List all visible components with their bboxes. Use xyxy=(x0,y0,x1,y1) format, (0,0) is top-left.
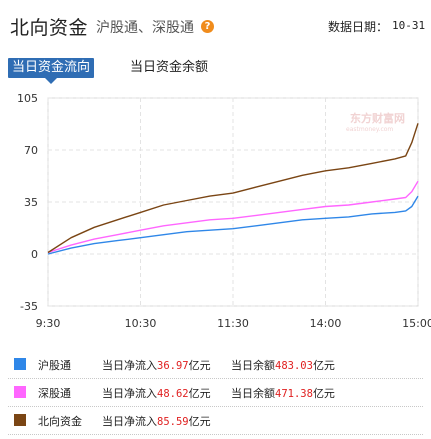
flow-value: 36.97 xyxy=(157,360,189,372)
legend-divider xyxy=(8,434,423,435)
chart-series xyxy=(47,123,419,255)
y-tick-label: 105 xyxy=(17,92,38,105)
flow-unit: 亿元 xyxy=(188,415,211,428)
x-tick-label: 9:30 xyxy=(36,317,61,330)
flow-label: 当日净流入 xyxy=(102,359,157,372)
balance-unit: 亿元 xyxy=(312,359,335,372)
legend-divider xyxy=(8,406,423,407)
legend-name-north: 北向资金 xyxy=(38,415,82,428)
page-subtitle: 沪股通、深股通 xyxy=(96,20,194,36)
header: 北向资金 沪股通、深股通 ? 数据日期： 10-31 xyxy=(0,0,431,44)
legend-flow-north: 当日净流入85.59亿元 xyxy=(102,413,211,429)
y-tick-label: 35 xyxy=(24,196,38,209)
legend-flow-sgt: 当日净流入48.62亿元 xyxy=(102,385,211,401)
x-tick-label: 15:00 xyxy=(402,317,431,330)
balance-label: 当日余额 xyxy=(231,359,275,372)
balance-label: 当日余额 xyxy=(231,387,275,400)
chart-axes: 105 70 35 0 -35 9:30 10:30 11:30 14:00 15:00 xyxy=(17,92,431,330)
x-tick-label: 11:30 xyxy=(217,317,249,330)
x-tick-label: 10:30 xyxy=(125,317,157,330)
legend-row-sgt: 深股通 当日净流入48.62亿元 当日余额471.38亿元 xyxy=(0,380,431,406)
flow-unit: 亿元 xyxy=(188,387,211,400)
legend-divider xyxy=(8,378,423,379)
legend-swatch-hgt xyxy=(14,358,26,370)
series-line-2 xyxy=(47,123,419,254)
flow-chart: 东方财富网 eastmoney.com 105 70 35 0 -35 9:30 10:30… xyxy=(17,92,431,330)
series-line-1 xyxy=(47,180,419,254)
flow-label: 当日净流入 xyxy=(102,387,157,400)
date-value: 10-31 xyxy=(392,19,426,32)
flow-value: 48.62 xyxy=(157,388,189,400)
legend-name-hgt: 沪股通 xyxy=(38,359,71,372)
legend-balance-sgt: 当日余额471.38亿元 xyxy=(231,385,335,401)
legend-name-sgt: 深股通 xyxy=(38,387,71,400)
watermark-en: eastmoney.com xyxy=(346,126,393,133)
help-icon[interactable]: ? xyxy=(201,20,214,33)
chart-grid xyxy=(47,97,419,307)
legend-balance-hgt: 当日余额483.03亿元 xyxy=(231,357,335,373)
y-tick-label: -35 xyxy=(20,300,38,313)
legend-swatch-sgt xyxy=(14,386,26,398)
balance-value: 471.38 xyxy=(275,388,313,400)
legend-row-hgt: 沪股通 当日净流入36.97亿元 当日余额483.03亿元 xyxy=(0,352,431,378)
series-line-0 xyxy=(47,195,419,255)
watermark-cn: 东方财富网 xyxy=(350,111,405,125)
flow-value: 85.59 xyxy=(157,416,189,428)
y-tick-label: 0 xyxy=(31,248,38,261)
legend-row-north: 北向资金 当日净流入85.59亿元 xyxy=(0,408,431,434)
flow-label: 当日净流入 xyxy=(102,415,157,428)
balance-unit: 亿元 xyxy=(312,387,335,400)
legend-swatch-north xyxy=(14,414,26,426)
date-label: 数据日期： xyxy=(328,20,389,34)
balance-value: 483.03 xyxy=(275,360,313,372)
page-title: 北向资金 xyxy=(10,17,89,39)
tab-daily-balance[interactable]: 当日资金余额 xyxy=(130,60,209,75)
watermark: 东方财富网 eastmoney.com xyxy=(346,111,405,133)
tab-daily-flow[interactable]: 当日资金流向 xyxy=(8,58,95,84)
tab-bar: 当日资金流向 当日资金余额 xyxy=(0,50,431,84)
flow-unit: 亿元 xyxy=(188,359,211,372)
y-tick-label: 70 xyxy=(24,144,38,157)
legend-flow-hgt: 当日净流入36.97亿元 xyxy=(102,357,211,373)
x-tick-label: 14:00 xyxy=(310,317,342,330)
